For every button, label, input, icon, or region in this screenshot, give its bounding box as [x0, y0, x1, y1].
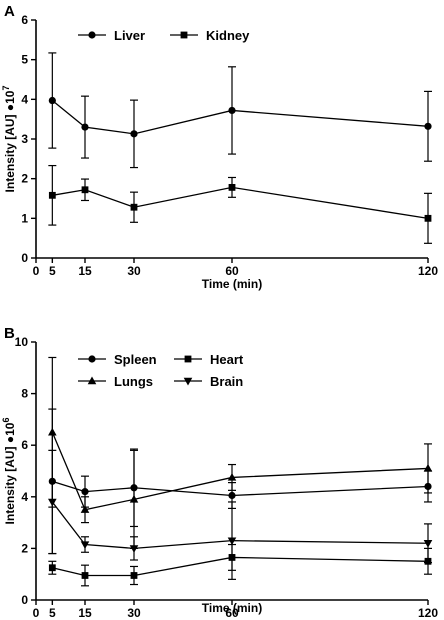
series-brain [48, 449, 433, 580]
data-point [129, 545, 139, 553]
legend-label: Spleen [114, 352, 157, 367]
series-kidney [48, 164, 432, 244]
legend-label: Heart [210, 352, 244, 367]
data-point [424, 122, 432, 130]
legend-marker [183, 377, 193, 386]
legend-entry-lungs: Lungs [78, 374, 153, 389]
series-line [52, 556, 429, 577]
series-spleen [48, 408, 432, 555]
data-point [424, 214, 432, 222]
panel-label: B [4, 325, 15, 342]
panel-label: A [4, 3, 15, 20]
x-tick-label: 15 [78, 606, 92, 620]
series-line [51, 432, 429, 511]
legend-entry-liver: Liver [78, 28, 145, 43]
series-line [51, 100, 429, 135]
x-tick-label: 30 [127, 264, 141, 278]
data-point [129, 494, 139, 503]
data-point [130, 203, 138, 211]
series-line [52, 480, 429, 497]
legend-label: Lungs [114, 374, 153, 389]
y-tick-label: 6 [21, 13, 28, 27]
data-point [81, 572, 89, 579]
data-point [80, 505, 90, 513]
y-tick-label: 0 [21, 593, 28, 607]
legend-label: Liver [114, 28, 145, 43]
y-tick-label: 0 [21, 251, 28, 265]
y-axis-label-exponent: 7 [1, 86, 11, 91]
x-tick-label: 30 [127, 606, 141, 620]
data-point [80, 541, 90, 550]
y-axis-label-exponent: 6 [1, 418, 11, 423]
legend-marker [88, 31, 96, 39]
data-point [227, 472, 237, 481]
legend-entry-heart: Heart [174, 352, 244, 367]
x-tick-label: 60 [225, 606, 239, 620]
y-tick-label: 1 [21, 211, 28, 225]
x-tick-label: 120 [418, 264, 438, 278]
data-point [48, 191, 56, 199]
legend-marker [184, 355, 192, 363]
y-tick-label: 3 [21, 132, 28, 146]
x-tick-label: 0 [33, 264, 40, 278]
legend-entry-kidney: Kidney [170, 28, 250, 43]
series-line [51, 501, 429, 550]
y-tick-label: 4 [21, 490, 28, 504]
x-tick-label: 5 [49, 606, 56, 620]
data-point [228, 106, 236, 115]
data-point [48, 427, 57, 436]
data-point [423, 540, 433, 548]
data-point [48, 564, 56, 572]
legend-marker [88, 355, 96, 363]
legend-entry-brain: Brain [174, 374, 243, 389]
y-axis-label-base: Intensity [AU] ●10 [3, 90, 17, 192]
legend-entry-spleen: Spleen [78, 352, 157, 367]
x-tick-label: 5 [49, 264, 56, 278]
x-axis-label: Time (min) [202, 601, 262, 615]
x-tick-label: 60 [225, 264, 239, 278]
y-tick-label: 5 [21, 53, 28, 67]
legend-marker [87, 376, 97, 385]
data-point [130, 572, 138, 579]
data-point [228, 183, 236, 191]
data-point [130, 130, 138, 138]
legend-label: Kidney [206, 28, 250, 43]
y-tick-label: 2 [21, 541, 28, 555]
y-tick-label: 8 [21, 387, 28, 401]
data-point [48, 498, 57, 507]
x-tick-label: 0 [33, 606, 40, 620]
x-axis-label: Time (min) [202, 277, 262, 291]
data-point [81, 123, 89, 131]
y-axis-label-base: Intensity [AU] ●10 [3, 422, 17, 524]
series-liver [48, 52, 432, 169]
y-tick-label: 2 [21, 172, 28, 186]
y-axis-label: Intensity [AU] ●106 [1, 418, 17, 525]
y-tick-label: 10 [15, 335, 29, 349]
y-tick-label: 6 [21, 438, 28, 452]
series-heart [48, 543, 432, 587]
data-point [48, 96, 56, 105]
legend-marker [180, 31, 188, 39]
y-axis-label: Intensity [AU] ●107 [1, 86, 17, 193]
legend-label: Brain [210, 374, 243, 389]
x-tick-label: 120 [418, 606, 438, 620]
series-line [52, 186, 429, 219]
y-tick-label: 4 [21, 92, 28, 106]
x-tick-label: 15 [78, 264, 92, 278]
data-point [81, 186, 89, 194]
data-point [81, 488, 89, 496]
data-point [228, 491, 236, 500]
data-point [227, 537, 237, 546]
data-point [423, 463, 433, 472]
